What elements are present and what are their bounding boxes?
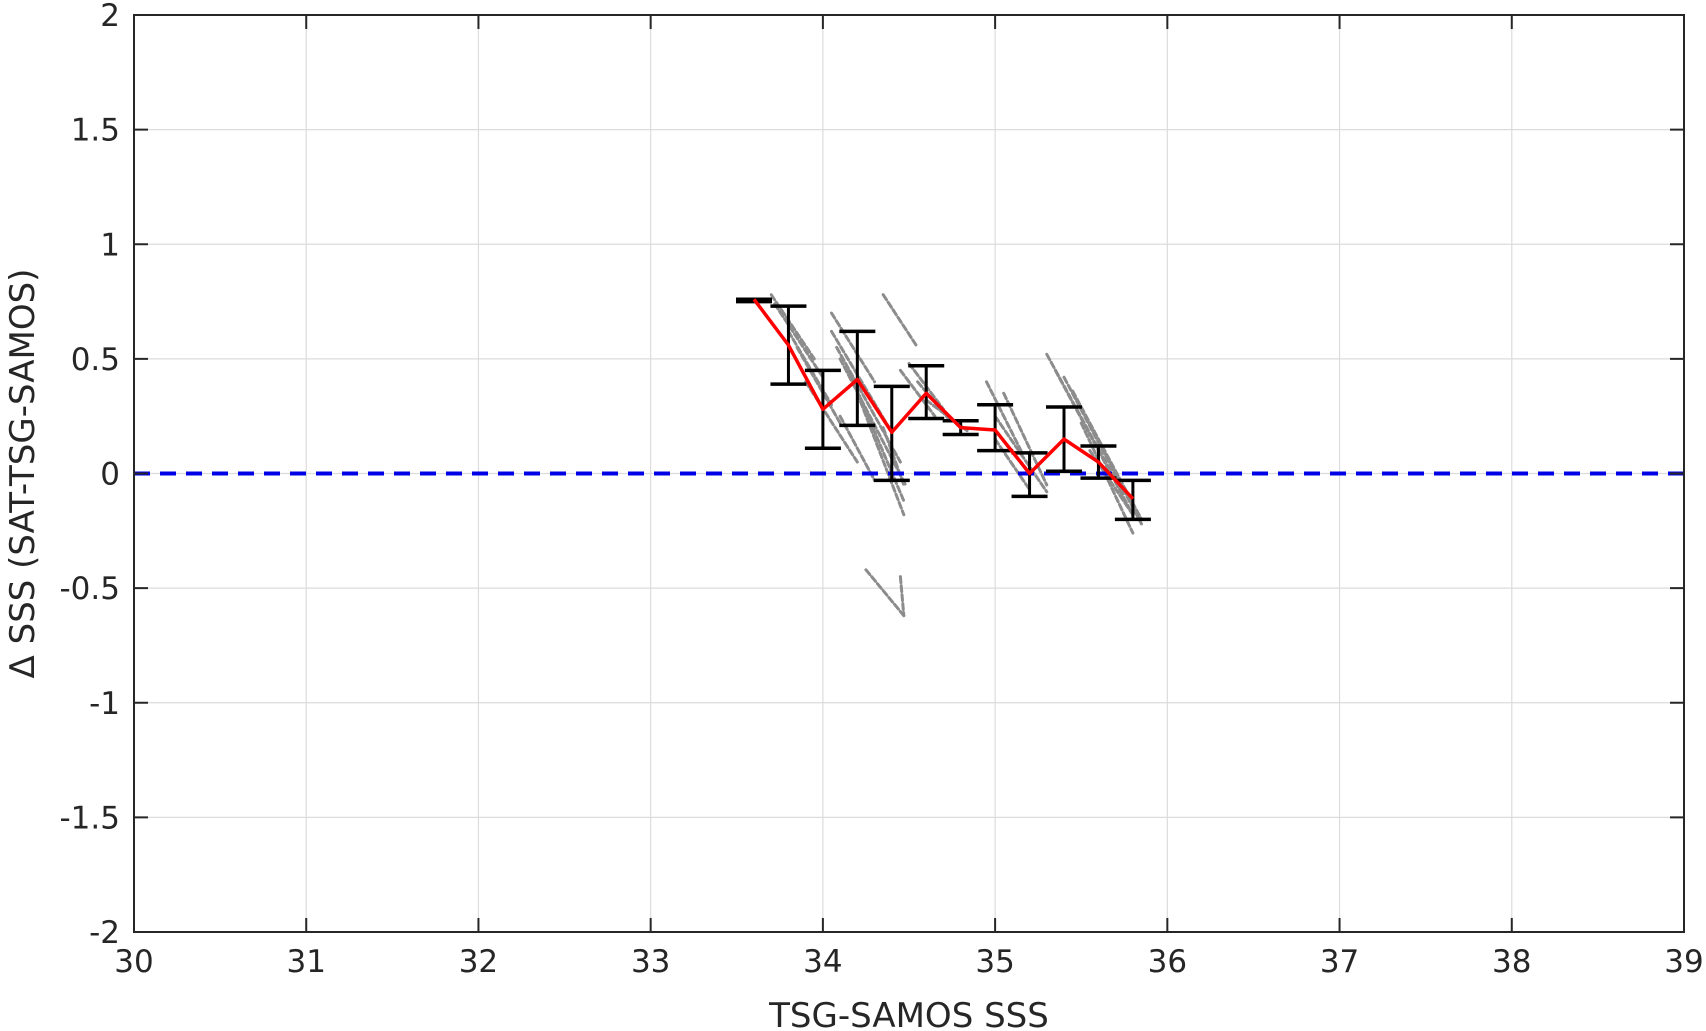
scatter-point-track (1002, 391, 1049, 487)
x-ticks: 30 31 32 33 34 35 36 37 38 39 (114, 15, 1704, 980)
y-tick-label: 0 (100, 457, 120, 493)
x-tick-label: 32 (459, 944, 498, 980)
y-tick-label: -1 (89, 686, 120, 722)
x-tick-label: 36 (1148, 944, 1187, 980)
x-axis-label: TSG-SAMOS SSS (768, 996, 1049, 1031)
y-ticks: -2 -1.5 -1 -0.5 0 0.5 1 1.5 2 (60, 0, 1684, 951)
y-tick-label: 1.5 (71, 113, 120, 149)
scatter-point-track (985, 380, 1023, 453)
x-tick-label: 31 (286, 944, 325, 980)
y-axis-label: Δ SSS (SAT-TSG-SAMOS) (3, 269, 43, 679)
scatter-point-track (993, 437, 1032, 492)
y-tick-label: -1.5 (60, 800, 121, 836)
scatter-point-track (864, 568, 906, 618)
y-tick-label: -2 (89, 915, 120, 951)
scatter-point-track (835, 345, 902, 464)
scatter-point-track (898, 575, 906, 618)
scatter-point-track (898, 368, 937, 418)
x-tick-label: 39 (1664, 944, 1703, 980)
scatter-point-track (795, 345, 842, 425)
y-tick-label: 0.5 (71, 342, 120, 378)
y-tick-label: -0.5 (60, 571, 121, 607)
x-tick-label: 34 (803, 944, 842, 980)
x-tick-label: 38 (1492, 944, 1531, 980)
x-tick-label: 37 (1320, 944, 1359, 980)
scatter-point-track (838, 357, 908, 487)
scatter-point-track (773, 302, 825, 379)
x-tick-label: 33 (631, 944, 670, 980)
scatter-point-track (881, 293, 920, 349)
binned-mean-group (752, 298, 1135, 500)
x-tick-label: 30 (114, 944, 153, 980)
scatter-point-track (830, 311, 877, 384)
y-tick-label: 2 (100, 0, 120, 34)
binned-mean-line (752, 298, 1135, 500)
scatter-point-track (855, 391, 906, 517)
x-tick-label: 35 (975, 944, 1014, 980)
scatter-point-track (1053, 368, 1135, 517)
y-tick-label: 1 (100, 227, 120, 263)
